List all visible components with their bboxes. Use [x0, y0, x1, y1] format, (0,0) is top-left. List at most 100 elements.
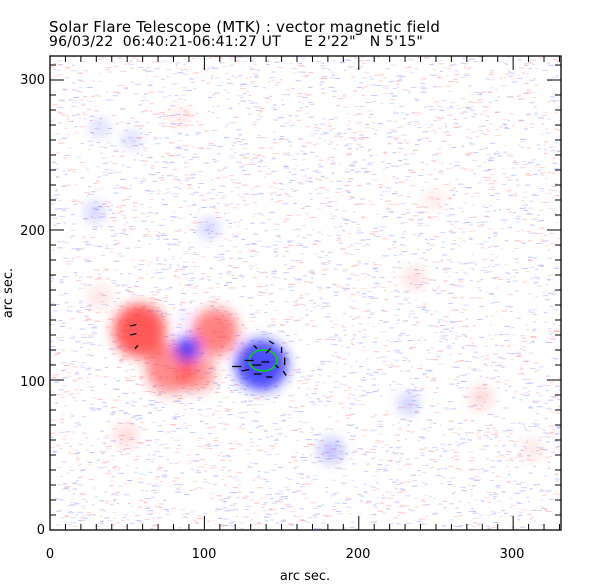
- noise-pixel: [236, 56, 243, 58]
- noise-pixel: [399, 125, 405, 127]
- noise-pixel: [329, 71, 335, 73]
- noise-pixel: [162, 126, 169, 128]
- noise-pixel: [207, 443, 212, 445]
- noise-pixel: [133, 93, 138, 95]
- noise-pixel: [454, 459, 460, 461]
- noise-pixel: [214, 509, 218, 511]
- noise-pixel: [517, 511, 523, 513]
- noise-pixel: [241, 324, 245, 326]
- noise-pixel: [311, 404, 317, 405]
- noise-pixel: [531, 336, 537, 338]
- noise-pixel: [177, 528, 181, 530]
- noise-pixel: [228, 222, 233, 224]
- noise-pixel: [446, 221, 452, 222]
- noise-pixel: [239, 275, 245, 277]
- noise-pixel: [218, 192, 224, 194]
- noise-pixel: [261, 506, 265, 508]
- noise-pixel: [293, 333, 298, 335]
- noise-pixel: [139, 442, 144, 444]
- noise-pixel: [348, 425, 354, 426]
- noise-pixel: [292, 158, 298, 160]
- noise-pixel: [504, 512, 508, 514]
- noise-pixel: [127, 196, 132, 198]
- noise-pixel: [452, 427, 455, 429]
- noise-pixel: [82, 400, 87, 402]
- noise-pixel: [312, 170, 319, 172]
- noise-pixel: [317, 399, 320, 401]
- noise-pixel: [302, 379, 306, 381]
- noise-pixel: [206, 147, 210, 149]
- noise-pixel: [240, 417, 245, 419]
- noise-pixel: [51, 249, 55, 251]
- noise-pixel: [63, 257, 67, 259]
- noise-pixel: [297, 71, 304, 73]
- noise-pixel: [367, 317, 372, 319]
- noise-pixel: [233, 503, 236, 505]
- noise-pixel: [294, 260, 298, 262]
- noise-pixel: [434, 332, 439, 333]
- noise-pixel: [394, 255, 397, 256]
- noise-pixel: [71, 498, 74, 500]
- noise-pixel: [174, 306, 177, 308]
- noise-pixel: [252, 106, 259, 108]
- noise-pixel: [385, 464, 390, 466]
- noise-pixel: [108, 202, 111, 203]
- noise-pixel: [485, 78, 490, 80]
- noise-pixel: [439, 338, 445, 340]
- noise-pixel: [436, 355, 441, 357]
- noise-pixel: [207, 110, 211, 112]
- noise-pixel: [161, 406, 165, 408]
- noise-pixel: [130, 81, 135, 83]
- noise-pixel: [394, 349, 400, 351]
- noise-pixel: [390, 362, 394, 364]
- noise-pixel: [161, 60, 168, 62]
- noise-pixel: [179, 303, 183, 305]
- noise-pixel: [458, 285, 465, 287]
- noise-pixel: [63, 365, 70, 366]
- noise-pixel: [386, 136, 393, 138]
- noise-pixel: [72, 379, 77, 381]
- noise-pixel: [115, 124, 119, 126]
- noise-pixel: [369, 233, 375, 235]
- noise-pixel: [129, 185, 132, 186]
- noise-pixel: [192, 222, 198, 224]
- noise-pixel: [118, 422, 124, 424]
- noise-pixel: [182, 414, 185, 416]
- noise-pixel: [465, 524, 472, 525]
- noise-pixel: [380, 226, 386, 228]
- noise-pixel: [139, 182, 143, 184]
- noise-pixel: [413, 389, 416, 390]
- noise-pixel: [182, 156, 185, 158]
- noise-pixel: [496, 199, 501, 201]
- noise-pixel: [450, 457, 454, 458]
- noise-pixel: [116, 491, 120, 493]
- noise-pixel: [465, 108, 471, 110]
- noise-pixel: [50, 120, 54, 122]
- noise-pixel: [133, 447, 140, 449]
- noise-pixel: [529, 126, 535, 128]
- noise-pixel: [168, 95, 172, 97]
- noise-pixel: [85, 309, 92, 310]
- noise-pixel: [55, 176, 58, 178]
- noise-pixel: [350, 293, 355, 295]
- noise-pixel: [78, 287, 84, 289]
- noise-pixel: [241, 285, 246, 287]
- noise-pixel: [210, 388, 213, 390]
- noise-pixel: [174, 439, 181, 441]
- noise-pixel: [101, 451, 106, 453]
- noise-pixel: [451, 432, 458, 434]
- noise-pixel: [246, 132, 249, 134]
- noise-pixel: [384, 87, 390, 89]
- noise-pixel: [198, 409, 203, 411]
- noise-pixel: [352, 338, 356, 340]
- noise-pixel: [336, 369, 339, 371]
- noise-pixel: [60, 476, 63, 477]
- noise-pixel: [455, 81, 459, 83]
- noise-pixel: [544, 321, 549, 323]
- noise-pixel: [58, 100, 65, 102]
- noise-pixel: [185, 177, 191, 179]
- noise-pixel: [276, 254, 279, 256]
- noise-pixel: [288, 316, 294, 317]
- noise-pixel: [249, 76, 252, 78]
- noise-pixel: [338, 225, 343, 227]
